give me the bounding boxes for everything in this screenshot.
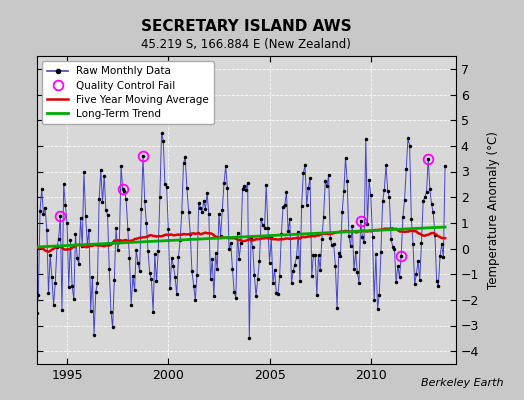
Y-axis label: Temperature Anomaly (°C): Temperature Anomaly (°C) <box>487 131 500 289</box>
Text: 45.219 S, 166.884 E (New Zealand): 45.219 S, 166.884 E (New Zealand) <box>141 38 351 51</box>
Text: Berkeley Earth: Berkeley Earth <box>421 378 503 388</box>
Title: SECRETARY ISLAND AWS: SECRETARY ISLAND AWS <box>141 19 352 34</box>
Legend: Raw Monthly Data, Quality Control Fail, Five Year Moving Average, Long-Term Tren: Raw Monthly Data, Quality Control Fail, … <box>42 61 214 124</box>
